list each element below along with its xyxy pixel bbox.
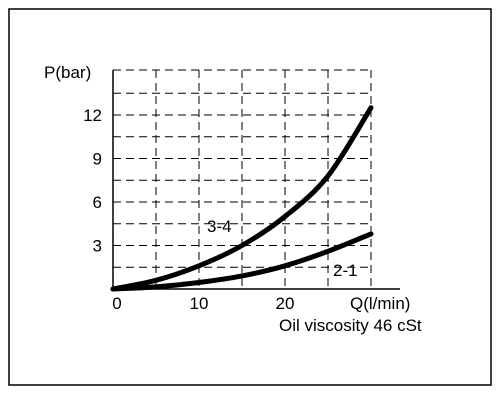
x-tick-label: 0 (112, 294, 121, 313)
x-axis-label: Q(l/min) (350, 294, 410, 313)
curve-3-4 (110, 105, 374, 292)
curves: 3-4 2-1 (110, 105, 374, 292)
y-tick-label: 9 (93, 150, 102, 169)
y-axis-label: P(bar) (44, 63, 91, 82)
x-tick-labels: 0 10 20 (112, 294, 294, 313)
y-tick-labels: 3 6 9 12 (83, 106, 102, 256)
y-tick-label: 12 (83, 106, 102, 125)
y-tick-label: 3 (93, 237, 102, 256)
curve-label-3-4: 3-4 (207, 217, 232, 236)
curve-2-1 (110, 231, 374, 292)
x-tick-label: 10 (190, 294, 209, 313)
y-tick-label: 6 (93, 193, 102, 212)
x-tick-label: 20 (276, 294, 295, 313)
grid (113, 69, 372, 289)
frame (8, 8, 492, 386)
viscosity-note: Oil viscosity 46 cSt (279, 316, 422, 335)
curve-label-2-1: 2-1 (333, 261, 358, 280)
